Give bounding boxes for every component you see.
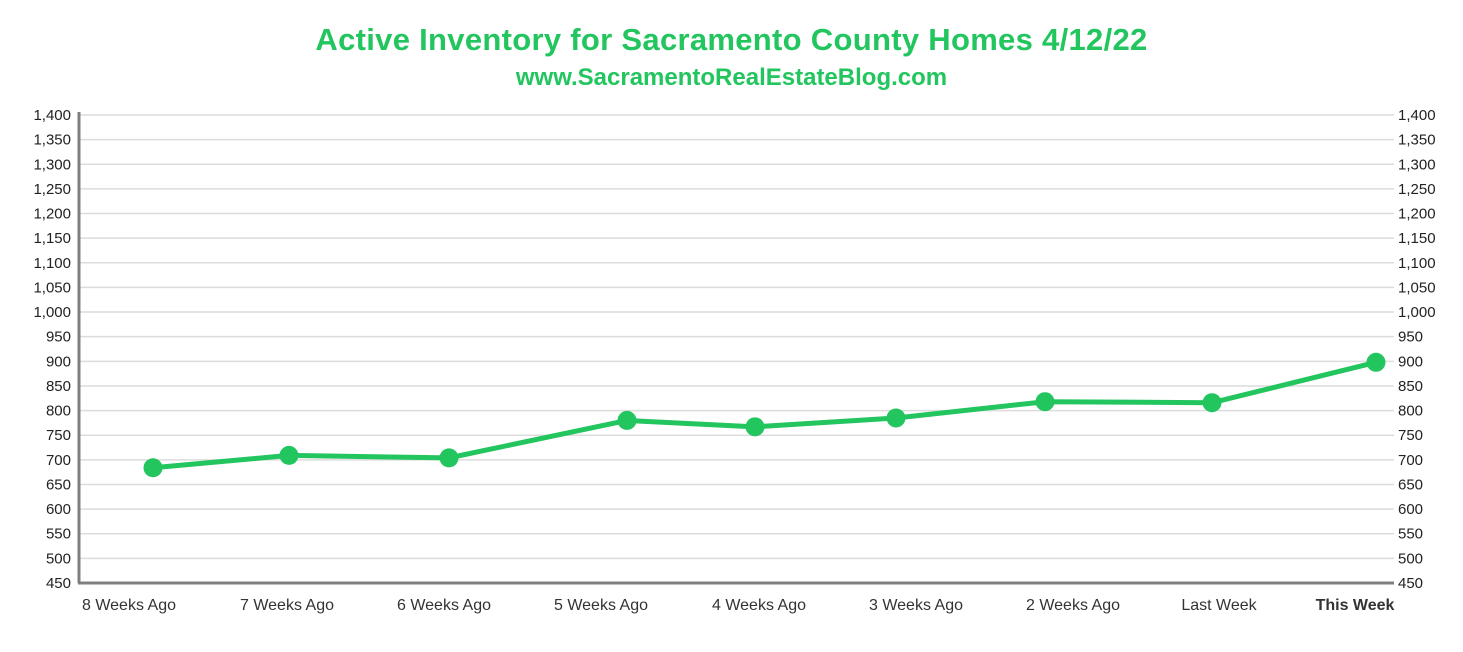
y-tick-label-right: 1,150	[1398, 230, 1436, 247]
y-tick-label-right: 900	[1398, 353, 1423, 370]
series-layer	[143, 352, 1386, 478]
y-tick-label-right: 450	[1398, 575, 1423, 592]
y-tick-label-right: 550	[1398, 526, 1423, 543]
y-tick-label-left: 500	[46, 550, 71, 567]
y-tick-label-left: 1,400	[33, 107, 71, 124]
y-tick-label-left: 1,200	[33, 206, 71, 223]
y-tick-label-left: 700	[46, 452, 71, 469]
x-tick-label: 2 Weeks Ago	[1026, 597, 1120, 614]
data-point	[617, 410, 637, 430]
data-point	[1366, 352, 1386, 372]
x-tick-label: 3 Weeks Ago	[869, 597, 963, 614]
y-tick-label-left: 1,050	[33, 279, 71, 296]
data-point	[886, 408, 906, 428]
data-point	[279, 445, 299, 465]
y-tick-label-right: 650	[1398, 476, 1423, 493]
y-tick-label-left: 950	[46, 329, 71, 346]
x-tick-label: This Week	[1316, 597, 1395, 614]
y-tick-label-right: 750	[1398, 427, 1423, 444]
data-point	[143, 458, 163, 478]
data-point	[439, 448, 459, 468]
y-tick-label-left: 1,000	[33, 304, 71, 321]
y-tick-label-left: 1,150	[33, 230, 71, 247]
y-tick-label-right: 1,250	[1398, 181, 1436, 198]
data-point	[745, 417, 765, 437]
x-tick-label: 7 Weeks Ago	[240, 597, 334, 614]
y-tick-label-left: 1,350	[33, 132, 71, 149]
y-tick-label-left: 450	[46, 575, 71, 592]
x-tick-label: Last Week	[1181, 597, 1257, 614]
x-tick-label: 6 Weeks Ago	[397, 597, 491, 614]
y-tick-label-right: 600	[1398, 501, 1423, 518]
y-tick-label-right: 1,300	[1398, 156, 1436, 173]
chart-subtitle: www.SacramentoRealEstateBlog.com	[515, 64, 948, 91]
y-tick-label-right: 1,350	[1398, 132, 1436, 149]
gridlines	[79, 114, 1394, 560]
y-tick-label-left: 850	[46, 378, 71, 395]
y-tick-label-right: 950	[1398, 329, 1423, 346]
y-tick-label-left: 1,100	[33, 255, 71, 272]
y-tick-label-left: 800	[46, 403, 71, 420]
x-tick-label: 5 Weeks Ago	[554, 597, 648, 614]
y-tick-label-right: 800	[1398, 403, 1423, 420]
y-tick-label-left: 650	[46, 476, 71, 493]
y-tick-label-right: 700	[1398, 452, 1423, 469]
y-tick-label-left: 1,300	[33, 156, 71, 173]
y-tick-label-right: 1,100	[1398, 255, 1436, 272]
x-axis-ticks: 8 Weeks Ago 7 Weeks Ago 6 Weeks Ago 5 Weeks…	[82, 597, 1395, 614]
y-tick-label-left: 600	[46, 501, 71, 518]
y-tick-label-right: 850	[1398, 378, 1423, 395]
y-tick-label-right: 1,400	[1398, 107, 1436, 124]
axes	[77, 112, 1394, 585]
y-tick-label-right: 1,200	[1398, 206, 1436, 223]
y-axis-right-ticks: 450 500 550 600 650 700 750 800 850 900 950 1,000 1,…	[1398, 107, 1436, 592]
y-tick-label-right: 1,050	[1398, 279, 1436, 296]
series-line	[152, 359, 1377, 471]
data-point	[1035, 392, 1055, 412]
x-tick-label: 4 Weeks Ago	[712, 597, 806, 614]
y-tick-label-left: 900	[46, 353, 71, 370]
y-tick-label-right: 500	[1398, 550, 1423, 567]
y-tick-label-left: 550	[46, 526, 71, 543]
y-axis-left-ticks: 450 500 550 600 650 700 750 800 850 900 950 1,000 1,…	[33, 107, 71, 592]
y-tick-label-right: 1,000	[1398, 304, 1436, 321]
data-point	[1202, 393, 1222, 413]
chart-title: Active Inventory for Sacramento County H…	[315, 22, 1148, 57]
x-tick-label: 8 Weeks Ago	[82, 597, 176, 614]
y-tick-label-left: 1,250	[33, 181, 71, 198]
y-tick-label-left: 750	[46, 427, 71, 444]
